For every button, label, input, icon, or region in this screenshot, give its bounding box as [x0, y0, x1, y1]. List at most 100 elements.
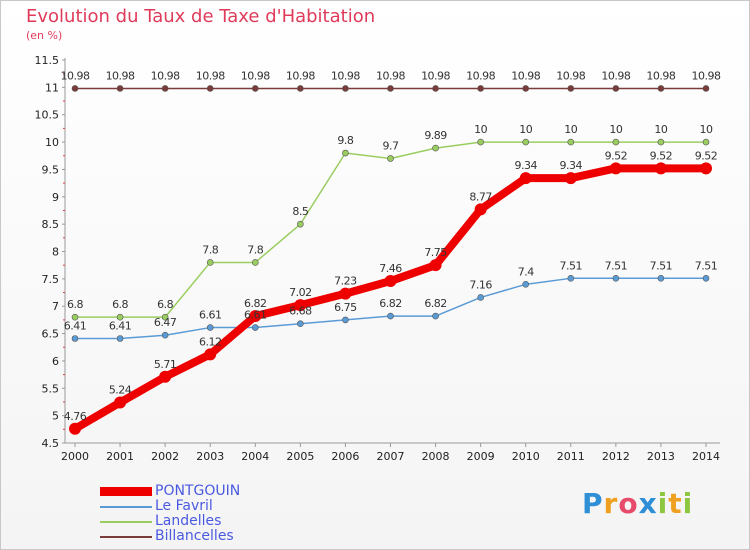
data-point — [609, 162, 622, 175]
data-point — [116, 335, 124, 342]
x-tick-label: 2006 — [331, 450, 359, 463]
data-label: 10.98 — [241, 69, 270, 82]
data-label: 7.51 — [650, 259, 673, 272]
data-label: 6.82 — [424, 297, 447, 310]
data-point — [114, 396, 127, 409]
data-label: 5.71 — [154, 358, 177, 371]
y-tick-label: 8 — [52, 246, 59, 259]
data-label: 10.98 — [196, 69, 225, 82]
data-label: 6.61 — [244, 309, 267, 322]
data-label: 7.8 — [202, 243, 218, 256]
data-point — [702, 275, 710, 282]
data-label: 8.77 — [469, 190, 492, 203]
data-label: 10.98 — [421, 69, 450, 82]
data-point — [432, 312, 439, 320]
data-point — [612, 275, 620, 282]
data-label: 10.98 — [692, 69, 721, 82]
logo-letter: i — [657, 487, 669, 520]
data-point — [612, 85, 620, 92]
x-tick-label: 2002 — [151, 450, 179, 463]
data-point — [161, 85, 169, 92]
data-point — [159, 370, 172, 383]
data-label: 7.46 — [379, 262, 402, 275]
y-tick-label: 7.5 — [42, 273, 60, 286]
data-point — [429, 259, 442, 272]
data-label: 7.4 — [518, 265, 534, 278]
data-point — [612, 138, 620, 146]
y-tick-label: 6 — [52, 355, 59, 368]
data-label: 5.24 — [109, 384, 132, 397]
data-point — [69, 422, 81, 435]
x-tick-label: 2001 — [106, 450, 134, 463]
data-label: 6.41 — [109, 319, 132, 332]
x-tick-label: 2007 — [377, 450, 405, 463]
data-label: 10.98 — [511, 69, 540, 82]
data-point — [657, 138, 665, 146]
data-label: 6.41 — [64, 319, 87, 332]
x-tick-label: 2005 — [286, 450, 314, 463]
y-tick-label: 9 — [52, 191, 59, 204]
data-point — [251, 259, 259, 266]
x-tick-label: 2008 — [422, 450, 450, 463]
x-tick-label: 2010 — [512, 450, 540, 463]
x-tick-label: 2004 — [241, 450, 269, 463]
data-point — [567, 138, 575, 146]
data-label: 9.89 — [424, 129, 447, 142]
y-tick-label: 6.5 — [42, 328, 60, 341]
data-point — [564, 172, 577, 185]
logo-letter: i — [682, 487, 694, 520]
x-tick-label: 2013 — [647, 450, 675, 463]
data-point — [297, 85, 304, 92]
data-label: 7.23 — [334, 275, 357, 288]
data-point — [567, 275, 575, 282]
data-point — [71, 313, 79, 321]
data-point — [116, 85, 124, 92]
data-point — [342, 316, 349, 324]
data-label: 9.34 — [560, 159, 583, 172]
legend-label-pontgouin: PONTGOUIN — [155, 483, 241, 499]
data-label: 7.8 — [247, 243, 263, 256]
data-label: 10.98 — [106, 69, 135, 82]
data-point — [387, 85, 394, 92]
y-tick-label: 9.5 — [42, 163, 60, 176]
data-label: 10.98 — [331, 69, 360, 82]
logo-letter: x — [638, 487, 658, 520]
data-point — [297, 220, 304, 228]
data-label: 10.98 — [646, 69, 675, 82]
data-point — [474, 203, 487, 216]
data-label: 10.98 — [151, 69, 180, 82]
y-tick-label: 8.5 — [42, 218, 60, 231]
data-point — [251, 324, 259, 331]
data-point — [161, 331, 169, 339]
data-label: 6.8 — [157, 298, 173, 311]
data-point — [342, 85, 349, 92]
data-point — [702, 138, 710, 146]
y-tick-label: 10 — [45, 136, 59, 149]
data-point — [522, 138, 530, 146]
data-point — [294, 299, 307, 312]
legend-label-le-favril: Le Favril — [155, 498, 213, 514]
data-point — [519, 172, 532, 185]
data-label: 9.52 — [695, 149, 718, 162]
data-label: 7.75 — [424, 246, 447, 259]
data-point — [342, 149, 349, 157]
data-label: 10.98 — [61, 69, 90, 82]
data-point — [71, 335, 79, 342]
chart-subtitle: (en %) — [26, 29, 63, 42]
chart-title: Evolution du Taux de Taxe d'Habitation — [26, 6, 376, 27]
legend-swatch-pontgouin — [100, 487, 152, 496]
logo-letter: t — [668, 487, 683, 520]
data-point — [297, 320, 304, 328]
data-point — [700, 162, 712, 175]
y-tick-label: 4.5 — [42, 437, 60, 450]
data-label: 9.52 — [605, 149, 628, 162]
data-label: 9.52 — [650, 149, 673, 162]
data-point — [339, 287, 352, 300]
logo-letter: r — [603, 487, 619, 520]
data-label: 10 — [564, 123, 577, 136]
data-point — [654, 162, 667, 175]
data-label: 9.7 — [383, 139, 399, 152]
data-point — [206, 324, 214, 331]
